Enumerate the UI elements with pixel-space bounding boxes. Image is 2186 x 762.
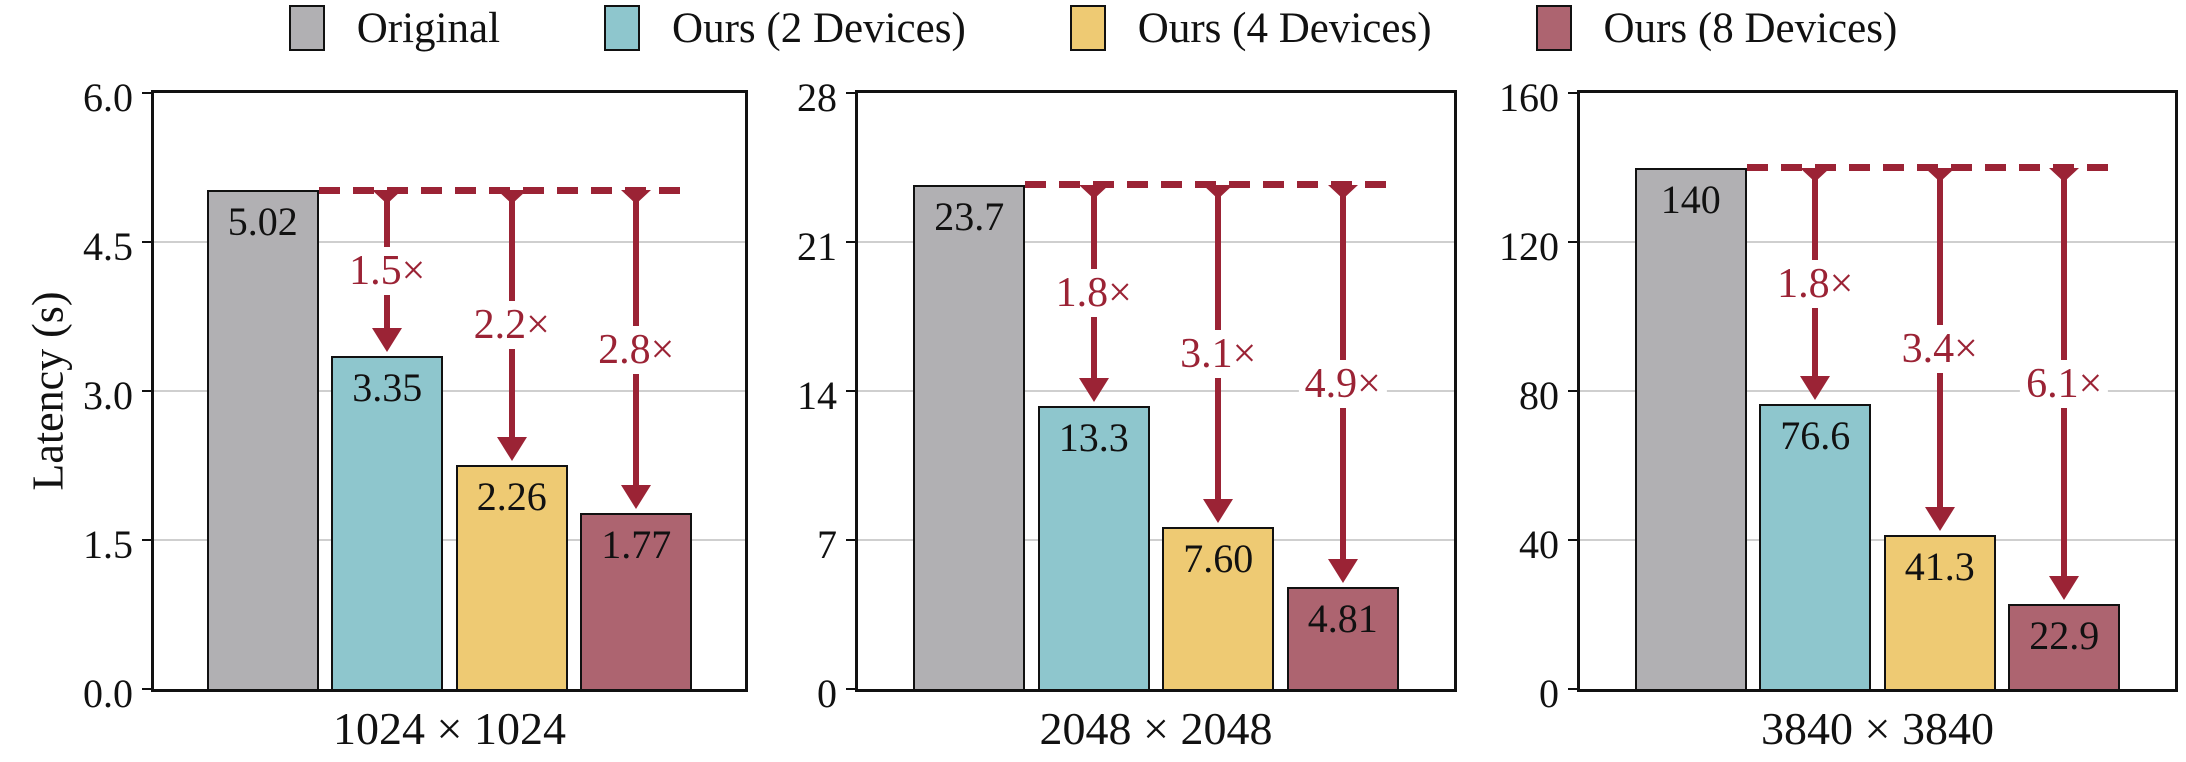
speedup-label: 2.8× <box>592 325 681 374</box>
x-axis-label: 1024 × 1024 <box>333 703 566 754</box>
y-tick-label: 21 <box>797 224 837 269</box>
arrow-head-icon <box>1924 507 1955 532</box>
bar-value-label: 140 <box>1660 176 1721 222</box>
gridline <box>1580 539 2175 541</box>
bar-value-label: 4.81 <box>1307 595 1378 641</box>
gridline <box>858 241 1454 243</box>
bar-value-label: 7.60 <box>1183 536 1254 582</box>
gridline <box>154 241 745 243</box>
speedup-label: 6.1× <box>2020 359 2109 408</box>
y-tick-label: 0 <box>817 671 837 716</box>
speedup-label: 1.8× <box>1771 259 1860 308</box>
arrow-head-icon <box>1203 499 1234 524</box>
bar-ours-2-devices- <box>1037 405 1150 689</box>
bar-value-label: 76.6 <box>1780 412 1851 458</box>
bar-original <box>913 184 1026 689</box>
bar-ours-8-devices- <box>1286 586 1399 689</box>
speedup-label: 1.5× <box>343 247 432 296</box>
bar-ours-2-devices- <box>1759 403 1872 689</box>
bar-value-label: 23.7 <box>934 193 1005 239</box>
y-tick-mark <box>142 240 151 244</box>
y-tick-label: 7 <box>817 522 837 567</box>
bar-ours-2-devices- <box>331 356 444 689</box>
legend-label: Ours (8 Devices) <box>1603 4 1898 52</box>
y-tick-mark <box>846 389 855 393</box>
arrow-head-icon <box>621 485 652 510</box>
speedup-label: 1.8× <box>1049 269 1138 318</box>
arrow-head-icon <box>1078 377 1109 402</box>
y-tick-label: 1.5 <box>83 522 133 567</box>
bar-original <box>1634 167 1747 689</box>
gridline <box>1580 390 2175 392</box>
y-tick-mark <box>142 91 151 95</box>
y-tick-mark <box>1568 240 1577 244</box>
x-axis-label: 2048 × 2048 <box>1039 703 1273 754</box>
y-tick-label: 160 <box>1499 75 1559 120</box>
legend-item-2: Ours (2 Devices) <box>604 4 966 53</box>
bar-value-label: 41.3 <box>1904 544 1975 590</box>
legend-item-3: Ours (4 Devices) <box>1069 4 1432 53</box>
arrow-head-icon <box>1800 375 1831 400</box>
arrow-head-icon <box>1327 558 1358 583</box>
bar-value-label: 3.35 <box>352 365 423 411</box>
legend-label: Original <box>356 4 501 52</box>
y-tick-label: 80 <box>1519 373 1559 418</box>
bar-value-label: 22.9 <box>2029 612 2100 658</box>
legend-item-1: Original <box>288 4 501 53</box>
bar-value-label: 5.02 <box>227 199 298 245</box>
gridline <box>858 539 1454 541</box>
y-tick-mark <box>846 240 855 244</box>
bar-value-label: 1.77 <box>601 522 672 568</box>
y-tick-mark <box>846 91 855 95</box>
y-tick-label: 6.0 <box>83 75 133 120</box>
speedup-label: 3.1× <box>1174 329 1263 378</box>
y-tick-label: 0.0 <box>83 671 133 716</box>
bar-ours-4-devices- <box>455 464 568 689</box>
y-tick-label: 0 <box>1539 671 1559 716</box>
legend-label: Ours (2 Devices) <box>672 4 966 52</box>
arrow-head-icon <box>372 328 403 353</box>
gridline <box>1580 241 2175 243</box>
y-tick-label: 4.5 <box>83 224 133 269</box>
legend-swatch-icon <box>288 5 325 51</box>
bar-ours-8-devices- <box>580 513 693 689</box>
y-tick-label: 14 <box>797 373 837 418</box>
speedup-label: 3.4× <box>1895 325 1984 374</box>
y-tick-label: 120 <box>1499 224 1559 269</box>
y-tick-mark <box>846 687 855 691</box>
y-tick-mark <box>1568 389 1577 393</box>
legend-swatch-icon <box>1535 5 1572 51</box>
gridline <box>858 390 1454 392</box>
legend-swatch-icon <box>1069 5 1106 51</box>
y-tick-mark <box>142 687 151 691</box>
y-tick-mark <box>142 389 151 393</box>
y-tick-label: 3.0 <box>83 373 133 418</box>
legend: Original Ours (2 Devices) Ours (4 Devices)… <box>0 2 2186 54</box>
bar-ours-8-devices- <box>2008 603 2121 689</box>
arrow-head-icon <box>496 436 527 461</box>
arrow-head-icon <box>2049 575 2080 600</box>
speedup-label: 4.9× <box>1298 359 1387 408</box>
y-tick-mark <box>846 538 855 542</box>
y-tick-label: 28 <box>797 75 837 120</box>
bar-ours-4-devices- <box>1162 527 1275 689</box>
y-tick-mark <box>1568 538 1577 542</box>
legend-swatch-icon <box>604 5 641 51</box>
bar-original <box>206 190 319 689</box>
legend-item-4: Ours (8 Devices) <box>1535 4 1898 53</box>
x-axis-label: 3840 × 3840 <box>1761 703 1994 754</box>
y-tick-mark <box>1568 687 1577 691</box>
y-tick-mark <box>1568 91 1577 95</box>
speedup-label: 2.2× <box>467 301 556 350</box>
y-tick-label: 40 <box>1519 522 1559 567</box>
bar-ours-4-devices- <box>1883 535 1996 689</box>
legend-label: Ours (4 Devices) <box>1137 4 1432 52</box>
y-tick-mark <box>142 538 151 542</box>
bar-value-label: 13.3 <box>1058 414 1129 460</box>
gridline <box>154 539 745 541</box>
bar-value-label: 2.26 <box>476 473 547 519</box>
gridline <box>154 390 745 392</box>
